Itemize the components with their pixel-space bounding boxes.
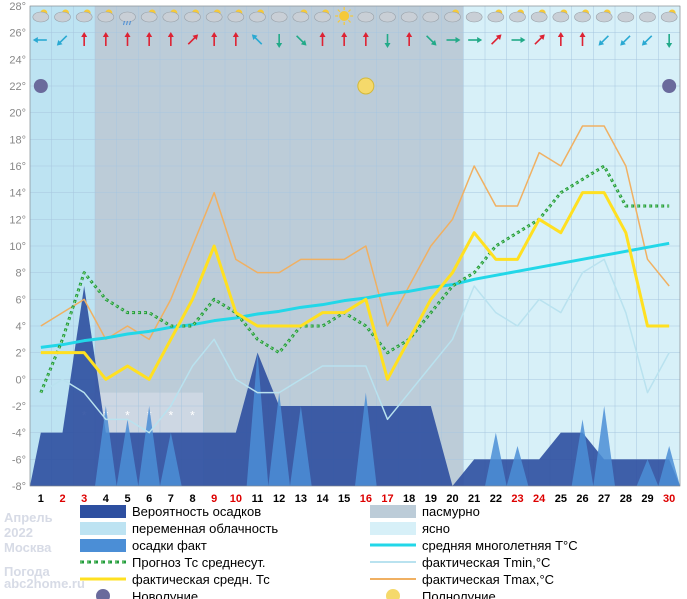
- legend-item-actual_mean: фактическая средн. Тс: [80, 572, 270, 587]
- legend-label: пасмурно: [422, 504, 480, 519]
- legend-label: Вероятность осадков: [132, 504, 261, 519]
- legend-item-partly: переменная облачность: [80, 521, 278, 536]
- y-axis-label: 0°: [15, 374, 26, 386]
- site-label-2: abc2home.ru: [4, 576, 85, 591]
- legend-item-clear: ясно: [370, 521, 450, 536]
- y-axis-label: 26°: [9, 28, 26, 40]
- x-axis-day: 25: [555, 493, 567, 505]
- y-axis-label: -6°: [12, 454, 26, 466]
- new-moon-icon: [34, 79, 48, 93]
- cloud-over-icon: [423, 12, 439, 22]
- legend-item-moon_full: Полнолуние: [386, 589, 496, 599]
- cloud-over-icon: [466, 12, 482, 22]
- legend-item-actual_min: фактическая Тmin,°С: [370, 555, 550, 570]
- legend-label: Полнолуние: [422, 589, 496, 599]
- legend-label: осадки факт: [132, 538, 207, 553]
- x-axis-day: 29: [641, 493, 653, 505]
- legend-label: переменная облачность: [132, 521, 278, 536]
- legend-label: ясно: [422, 521, 450, 536]
- x-axis-day: 26: [576, 493, 588, 505]
- side-month_label: Апрель: [4, 510, 53, 525]
- cloud-over-icon: [401, 12, 417, 22]
- y-axis-label: 16°: [9, 161, 26, 173]
- x-axis-day: 24: [533, 493, 546, 505]
- x-axis-day: 30: [663, 493, 675, 505]
- y-axis-label: 24°: [9, 54, 26, 66]
- new-moon-icon: [662, 79, 676, 93]
- y-axis-label: 8°: [15, 268, 26, 280]
- full-moon-icon: [358, 78, 374, 94]
- y-axis-label: -4°: [12, 428, 26, 440]
- x-axis-day: 16: [360, 493, 372, 505]
- y-axis-label: 20°: [9, 108, 26, 120]
- x-axis-day: 17: [381, 493, 393, 505]
- legend-item-forecast_mean: Прогноз Тс среднесут.: [80, 555, 266, 570]
- y-axis-label: -8°: [12, 481, 26, 493]
- x-axis-day: 3: [81, 493, 87, 505]
- cloud-sun-icon: [335, 7, 353, 25]
- legend-label: Новолуние: [132, 589, 198, 599]
- x-axis-day: 13: [295, 493, 307, 505]
- x-axis-day: 23: [511, 493, 523, 505]
- x-axis-day: 1: [38, 493, 44, 505]
- y-axis-label: 28°: [9, 1, 26, 13]
- x-axis-day: 27: [598, 493, 610, 505]
- legend-item-moon_new: Новолуние: [96, 589, 198, 599]
- legend-item-precip_prob: Вероятность осадков: [80, 504, 261, 519]
- y-axis-label: -2°: [12, 401, 26, 413]
- snowflake-icon: *: [168, 408, 173, 422]
- legend-item-precip_fact: осадки факт: [80, 538, 207, 553]
- y-axis-label: 22°: [9, 81, 26, 93]
- y-axis-label: 10°: [9, 241, 26, 253]
- y-axis-label: 14°: [9, 188, 26, 200]
- legend-item-actual_max: фактическая Tmax,°С: [370, 572, 554, 587]
- weather-chart: ******-8°-6°-4°-2°0°2°4°6°8°10°12°14°16°…: [0, 0, 687, 599]
- x-axis-day: 18: [403, 493, 415, 505]
- y-axis-label: 18°: [9, 134, 26, 146]
- y-axis-label: 6°: [15, 294, 26, 306]
- x-axis-day: 14: [316, 493, 329, 505]
- legend-item-overcast: пасмурно: [370, 504, 480, 519]
- cloud-over-icon: [358, 12, 374, 22]
- side-year_label: 2022: [4, 525, 33, 540]
- x-axis-day: 4: [103, 493, 110, 505]
- legend-item-climate_mean: средняя многолетняя Т°С: [370, 538, 578, 553]
- legend-label: фактическая Тmin,°С: [422, 555, 550, 570]
- cloud-over-icon: [640, 12, 656, 22]
- side-city_label: Москва: [4, 540, 52, 555]
- y-axis-label: 12°: [9, 214, 26, 226]
- cloud-over-icon: [380, 12, 396, 22]
- legend-label: фактическая Tmax,°С: [422, 572, 554, 587]
- cloud-over-icon: [618, 12, 634, 22]
- y-axis-label: 2°: [15, 348, 26, 360]
- x-axis-day: 15: [338, 493, 350, 505]
- legend-label: средняя многолетняя Т°С: [422, 538, 578, 553]
- x-axis-day: 2: [59, 493, 65, 505]
- legend-label: фактическая средн. Тс: [132, 572, 270, 587]
- cloud-over-icon: [271, 12, 287, 22]
- y-axis-label: 4°: [15, 321, 26, 333]
- snowflake-icon: *: [190, 408, 195, 422]
- x-axis-day: 5: [124, 493, 130, 505]
- legend-label: Прогноз Тс среднесут.: [132, 555, 266, 570]
- x-axis-day: 12: [273, 493, 285, 505]
- x-axis-day: 22: [490, 493, 502, 505]
- x-axis-day: 28: [620, 493, 632, 505]
